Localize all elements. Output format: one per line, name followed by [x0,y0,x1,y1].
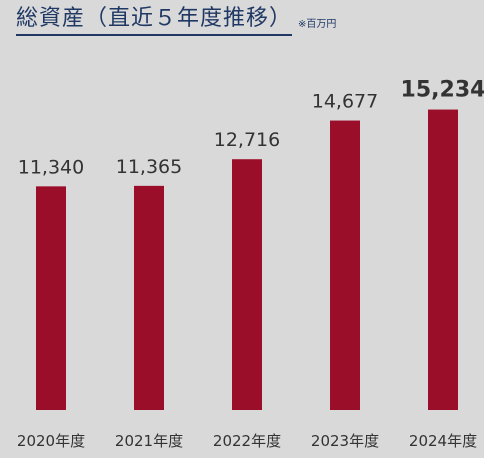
value-label-2023年度: 14,677 [312,91,378,113]
unit-note: ※百万円 [298,19,337,30]
bar-2023年度 [330,120,360,411]
bar-2024年度 [428,109,458,410]
bar-2021年度 [134,185,164,410]
x-tick-label-2022年度: 2022年度 [213,432,281,450]
value-label-2024年度: 15,234 [401,78,484,103]
value-label-2021年度: 11,365 [116,156,182,178]
x-tick-label-2020年度: 2020年度 [17,432,85,450]
x-tick-label-2023年度: 2023年度 [311,432,379,450]
chart-title: 総資産（直近５年度推移） [16,4,293,36]
chart-header: 総資産（直近５年度推移） ※百万円 [16,4,336,36]
value-label-2022年度: 12,716 [214,129,280,151]
x-tick-label-2021年度: 2021年度 [115,432,183,450]
value-label-2020年度: 11,340 [18,156,84,178]
x-tick-label-2024年度: 2024年度 [409,432,477,450]
bar-2020年度 [36,186,66,410]
bar-2022年度 [232,159,262,410]
